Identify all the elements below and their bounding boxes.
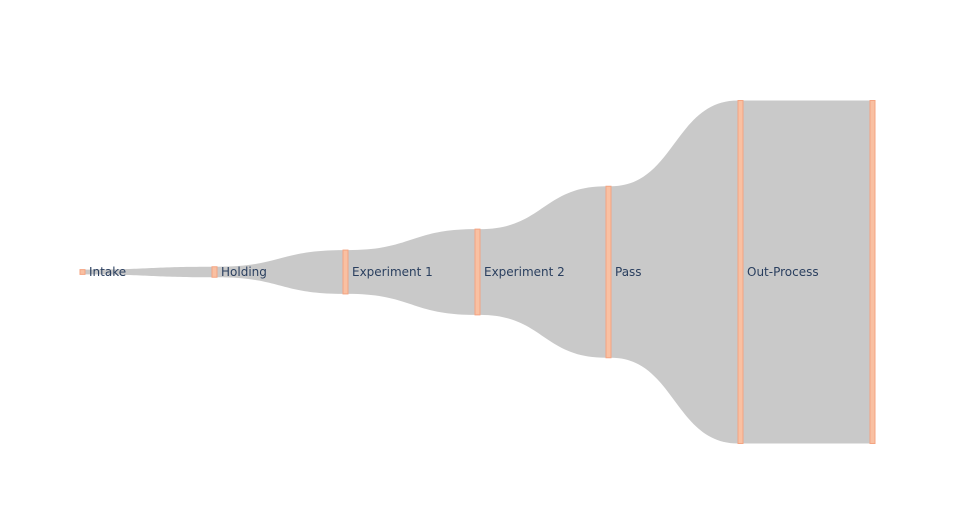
node-sink (869, 100, 876, 444)
link-intake-to-holding (85, 266, 212, 278)
node-holding (211, 266, 218, 278)
node-label-intake: Intake (89, 265, 126, 279)
node-experiment-2 (474, 228, 481, 316)
node-label-experiment-1: Experiment 1 (352, 265, 433, 279)
sankey-labels: Intake Holding Experiment 1 Experiment 2… (89, 265, 819, 279)
sankey-links (85, 100, 870, 444)
node-pass (605, 185, 612, 359)
link-experiment-1-to-experiment-2 (348, 229, 475, 315)
link-out-process-to-sink (743, 100, 870, 444)
node-label-out-process: Out-Process (747, 265, 819, 279)
link-experiment-2-to-pass (480, 186, 606, 358)
node-label-experiment-2: Experiment 2 (484, 265, 565, 279)
node-intake (79, 269, 86, 275)
node-label-pass: Pass (615, 265, 642, 279)
sankey-nodes (79, 100, 876, 444)
node-out-process (737, 100, 744, 444)
link-holding-to-experiment-1 (217, 250, 343, 294)
node-experiment-1 (342, 249, 349, 295)
node-label-holding: Holding (221, 265, 267, 279)
link-pass-to-out-process (611, 100, 738, 444)
